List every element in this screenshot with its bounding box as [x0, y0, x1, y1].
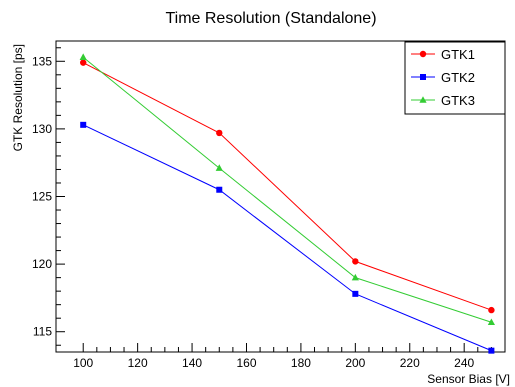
series-line-gtk3 — [82, 56, 492, 323]
y-tick-label: 115 — [33, 325, 52, 339]
legend-marker-gtk2 — [420, 74, 426, 80]
legend-label-gtk2: GTK2 — [441, 70, 475, 85]
data-point-gtk2 — [216, 186, 223, 193]
y-tick-label: 125 — [32, 190, 52, 204]
data-point-gtk2 — [488, 347, 495, 354]
data-point-gtk3 — [79, 53, 87, 61]
x-tick-label: 200 — [345, 356, 365, 370]
legend-label-gtk3: GTK3 — [441, 93, 475, 108]
x-axis-label: Sensor Bias [V] — [427, 372, 510, 386]
data-point-gtk3 — [351, 273, 359, 281]
y-tick-label: 135 — [32, 54, 52, 68]
x-tick-label: 100 — [73, 356, 93, 370]
x-tick-label: 180 — [291, 356, 311, 370]
series-line-gtk2 — [82, 124, 492, 352]
legend-label-gtk1: GTK1 — [441, 47, 475, 62]
data-point-gtk1 — [352, 258, 359, 265]
x-tick-label: 220 — [400, 356, 420, 370]
legend: GTK1 GTK2 GTK3 — [404, 41, 506, 115]
legend-marker-gtk3 — [419, 96, 427, 103]
chart-title: Time Resolution (Standalone) — [165, 10, 376, 27]
y-axis-label: GTK Resolution [ps] — [11, 44, 25, 151]
data-point-gtk3 — [487, 318, 495, 326]
y-tick-label: 130 — [32, 122, 52, 136]
x-tick-label: 120 — [128, 356, 148, 370]
y-axis: 115 120 125 130 135 — [32, 47, 65, 346]
data-point-gtk1 — [216, 129, 223, 137]
x-tick-label: 240 — [454, 356, 474, 370]
x-tick-label: 140 — [182, 356, 202, 370]
legend-marker-gtk1 — [419, 50, 427, 58]
data-point-gtk3 — [215, 164, 223, 171]
y-tick-label: 120 — [32, 257, 52, 271]
data-point-gtk1 — [80, 59, 87, 66]
data-point-gtk1 — [488, 306, 495, 314]
series-layer — [79, 53, 495, 354]
x-axis: 100 120 140 160 180 200 220 240 — [73, 343, 492, 370]
data-point-gtk2 — [352, 290, 359, 297]
x-tick-label: 160 — [236, 356, 256, 370]
data-point-gtk2 — [80, 121, 87, 128]
series-line-gtk1 — [82, 62, 492, 311]
